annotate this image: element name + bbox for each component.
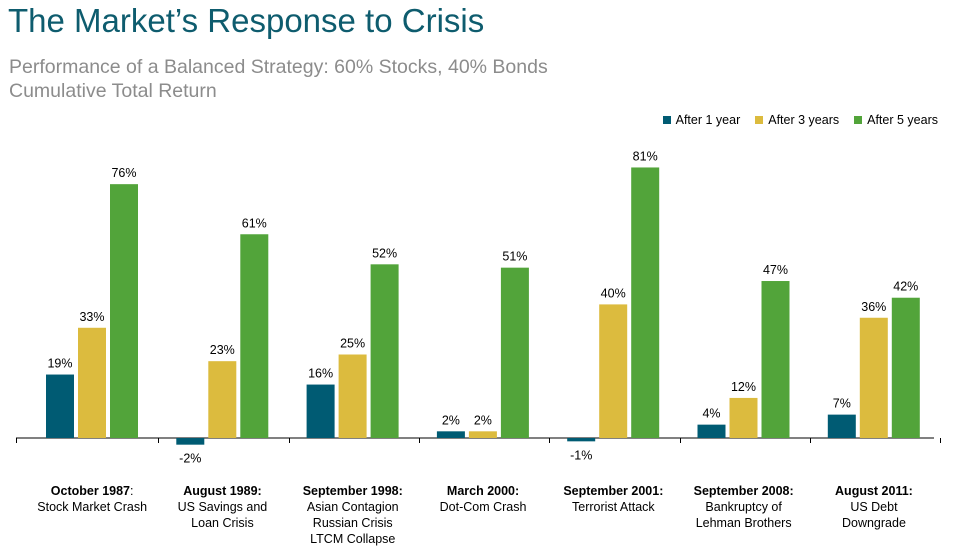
bar-after-5-years — [110, 184, 138, 438]
legend-item-after-5-years: After 5 years — [854, 113, 938, 127]
bar-after-1-year — [567, 438, 596, 442]
bar-after-5-years — [240, 234, 269, 438]
category-label-title: September 1998: — [303, 484, 403, 498]
category-label-line: US Debt — [850, 500, 898, 514]
category-label-line: LTCM Collapse — [310, 532, 395, 546]
category-label-line: Russian Crisis — [313, 516, 393, 530]
legend-swatch-after-5-years — [854, 116, 863, 124]
bar-after-3-years — [599, 304, 628, 438]
chart-subtitle: Performance of a Balanced Strategy: 60% … — [9, 55, 548, 103]
category-label-title: August 2011: — [835, 484, 913, 498]
category-label-line: Stock Market Crash — [37, 500, 147, 514]
category-label-line: Dot-Com Crash — [440, 500, 527, 514]
bar-after-3-years — [78, 327, 106, 438]
data-label: 61% — [242, 216, 267, 230]
category-label-line: Downgrade — [842, 516, 906, 530]
legend-item-after-3-years: After 3 years — [755, 113, 839, 127]
data-label: 23% — [210, 343, 235, 357]
bar-after-3-years — [208, 361, 237, 438]
category-label-title: August 1989: — [183, 484, 262, 498]
data-label: 40% — [601, 286, 626, 300]
bar-after-1-year — [46, 374, 74, 438]
category-label-title: March 2000: — [447, 484, 519, 498]
data-label: 25% — [340, 337, 365, 351]
category-label-title: September 2001: — [563, 484, 663, 498]
bar-after-5-years — [891, 297, 920, 438]
bar-after-3-years — [338, 354, 367, 438]
bar-after-5-years — [761, 281, 790, 438]
legend-item-after-1-year: After 1 year — [662, 113, 741, 127]
category-label-line: Bankruptcy of — [705, 500, 782, 514]
subtitle-line-1: Performance of a Balanced Strategy: 60% … — [9, 56, 548, 78]
data-label: 51% — [502, 250, 527, 264]
bar-after-1-year — [827, 414, 856, 438]
bar-after-3-years — [729, 397, 758, 438]
legend-label-after-5-years: After 5 years — [867, 113, 938, 127]
data-label: -1% — [570, 448, 592, 462]
data-label: 36% — [861, 300, 886, 314]
bar-after-1-year — [697, 424, 726, 438]
data-label: 2% — [474, 413, 492, 427]
bar-after-5-years — [500, 267, 529, 438]
category-label-line: Lehman Brothers — [696, 516, 792, 530]
bar-after-1-year — [176, 438, 205, 445]
data-label: 2% — [442, 413, 460, 427]
data-label: 7% — [833, 397, 851, 411]
chart-title: The Market’s Response to Crisis — [8, 2, 485, 39]
data-label: 42% — [893, 280, 918, 294]
legend-swatch-after-3-years — [755, 116, 764, 124]
category-label-line: US Savings and — [178, 500, 268, 514]
bar-after-5-years — [370, 264, 399, 438]
category-label-line: Asian Contagion — [307, 500, 399, 514]
legend-label-after-3-years: After 3 years — [768, 113, 840, 127]
subtitle-line-2: Cumulative Total Return — [9, 80, 217, 102]
category-label-line: Terrorist Attack — [572, 500, 655, 514]
data-label: 47% — [763, 263, 788, 277]
data-label: 4% — [702, 407, 720, 421]
data-label: 52% — [372, 246, 397, 260]
data-label: 33% — [79, 310, 104, 324]
data-label: 19% — [47, 357, 72, 371]
bar-after-1-year — [306, 384, 335, 438]
data-label: -2% — [179, 452, 201, 466]
legend-label-after-1-year: After 1 year — [675, 113, 741, 127]
category-label-title: September 2008: — [694, 484, 794, 498]
data-label: 81% — [633, 149, 658, 163]
data-label: 12% — [731, 380, 756, 394]
bar-after-5-years — [631, 167, 660, 438]
bar-after-1-year — [436, 431, 465, 438]
category-label-line: Loan Crisis — [191, 516, 254, 530]
bar-after-3-years — [468, 431, 497, 438]
bar-after-3-years — [859, 317, 888, 438]
data-label: 76% — [111, 166, 136, 180]
data-label: 16% — [308, 367, 333, 381]
legend-swatch-after-1-year — [662, 116, 671, 124]
chart-legend: After 1 year After 3 years After 5 years — [662, 113, 938, 127]
category-label-title: October 1987: — [51, 484, 134, 498]
